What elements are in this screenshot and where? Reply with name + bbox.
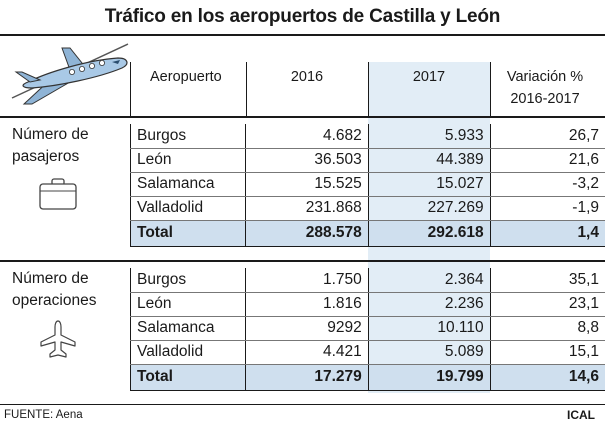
value-2016: 1.750	[244, 268, 369, 293]
value-2016: 4.682	[244, 124, 369, 149]
value-2017: 15.027	[367, 172, 491, 197]
title-divider	[0, 34, 605, 36]
page-title: Tráfico en los aeropuertos de Castilla y…	[104, 6, 501, 27]
source-note: FUENTE: Aena	[4, 409, 83, 421]
value-2017: 5.089	[367, 340, 491, 365]
airport-name: Valladolid	[130, 196, 246, 221]
total-variation: 1,4	[489, 219, 605, 247]
section-label-line2: pasajeros	[12, 148, 80, 165]
section-label-line2: operaciones	[12, 292, 97, 309]
header-variation-line1: Variación %	[506, 69, 584, 85]
airport-name: León	[130, 148, 246, 173]
total-2016: 288.578	[244, 219, 369, 247]
value-2016: 36.503	[244, 148, 369, 173]
header-col-rule	[246, 62, 247, 116]
operations-table: Burgos 1.750 2.364 35,1 León 1.816 2.236 23,1 Sa…	[130, 268, 605, 391]
header-airport: Aeropuerto	[150, 69, 222, 85]
header-col-rule	[368, 62, 369, 116]
header-col-rule	[490, 62, 491, 116]
value-2017: 10.110	[367, 316, 491, 341]
table-row: Valladolid 231.868 227.269 -1,9	[130, 196, 605, 221]
section-divider	[0, 116, 605, 118]
airplane-icon	[11, 43, 129, 105]
total-label: Total	[130, 363, 246, 391]
section-label-operations: Número de operaciones	[12, 268, 96, 312]
table-row: Valladolid 4.421 5.089 15,1	[130, 340, 605, 365]
value-2016: 9292	[244, 316, 369, 341]
variation-value: 35,1	[489, 268, 605, 293]
airport-name: León	[130, 292, 246, 317]
suitcase-icon	[39, 178, 77, 210]
credit-label: ICAL	[567, 408, 595, 422]
value-2016: 4.421	[244, 340, 369, 365]
passengers-table: Burgos 4.682 5.933 26,7 León 36.503 44.389 21,6…	[130, 124, 605, 247]
table-row: León 1.816 2.236 23,1	[130, 292, 605, 317]
variation-value: 23,1	[489, 292, 605, 317]
value-2016: 1.816	[244, 292, 369, 317]
value-2017: 227.269	[367, 196, 491, 221]
variation-value: -3,2	[489, 172, 605, 197]
value-2017: 2.236	[367, 292, 491, 317]
value-2017: 44.389	[367, 148, 491, 173]
section-label-line1: Número de	[12, 126, 89, 143]
footer-divider	[0, 404, 605, 405]
value-2017: 5.933	[367, 124, 491, 149]
table-row: Salamanca 15.525 15.027 -3,2	[130, 172, 605, 197]
airport-name: Salamanca	[130, 172, 246, 197]
total-row: Total 288.578 292.618 1,4	[130, 219, 605, 247]
total-2017: 292.618	[367, 219, 491, 247]
table-row: Burgos 4.682 5.933 26,7	[130, 124, 605, 149]
total-variation: 14,6	[489, 363, 605, 391]
total-2017: 19.799	[367, 363, 491, 391]
variation-value: 21,6	[489, 148, 605, 173]
variation-value: 8,8	[489, 316, 605, 341]
variation-value: -1,9	[489, 196, 605, 221]
variation-value: 26,7	[489, 124, 605, 149]
value-2017: 2.364	[367, 268, 491, 293]
section-label-line1: Número de	[12, 270, 89, 287]
header-2016: 2016	[290, 69, 324, 85]
variation-value: 15,1	[489, 340, 605, 365]
value-2016: 15.525	[244, 172, 369, 197]
value-2016: 231.868	[244, 196, 369, 221]
airport-name: Valladolid	[130, 340, 246, 365]
airplane-outline-icon	[40, 320, 76, 358]
airport-name: Burgos	[130, 268, 246, 293]
table-row: Burgos 1.750 2.364 35,1	[130, 268, 605, 293]
header-variation-line2: 2016-2017	[510, 91, 580, 107]
total-label: Total	[130, 219, 246, 247]
total-row: Total 17.279 19.799 14,6	[130, 363, 605, 391]
table-row: Salamanca 9292 10.110 8,8	[130, 316, 605, 341]
header-2017: 2017	[412, 69, 446, 85]
table-row: León 36.503 44.389 21,6	[130, 148, 605, 173]
total-2016: 17.279	[244, 363, 369, 391]
header-col-rule	[130, 62, 131, 116]
section-divider	[0, 260, 605, 262]
header-variation: Variación % 2016-2017	[490, 66, 600, 110]
section-label-passengers: Número de pasajeros	[12, 124, 89, 168]
airport-name: Burgos	[130, 124, 246, 149]
airport-name: Salamanca	[130, 316, 246, 341]
